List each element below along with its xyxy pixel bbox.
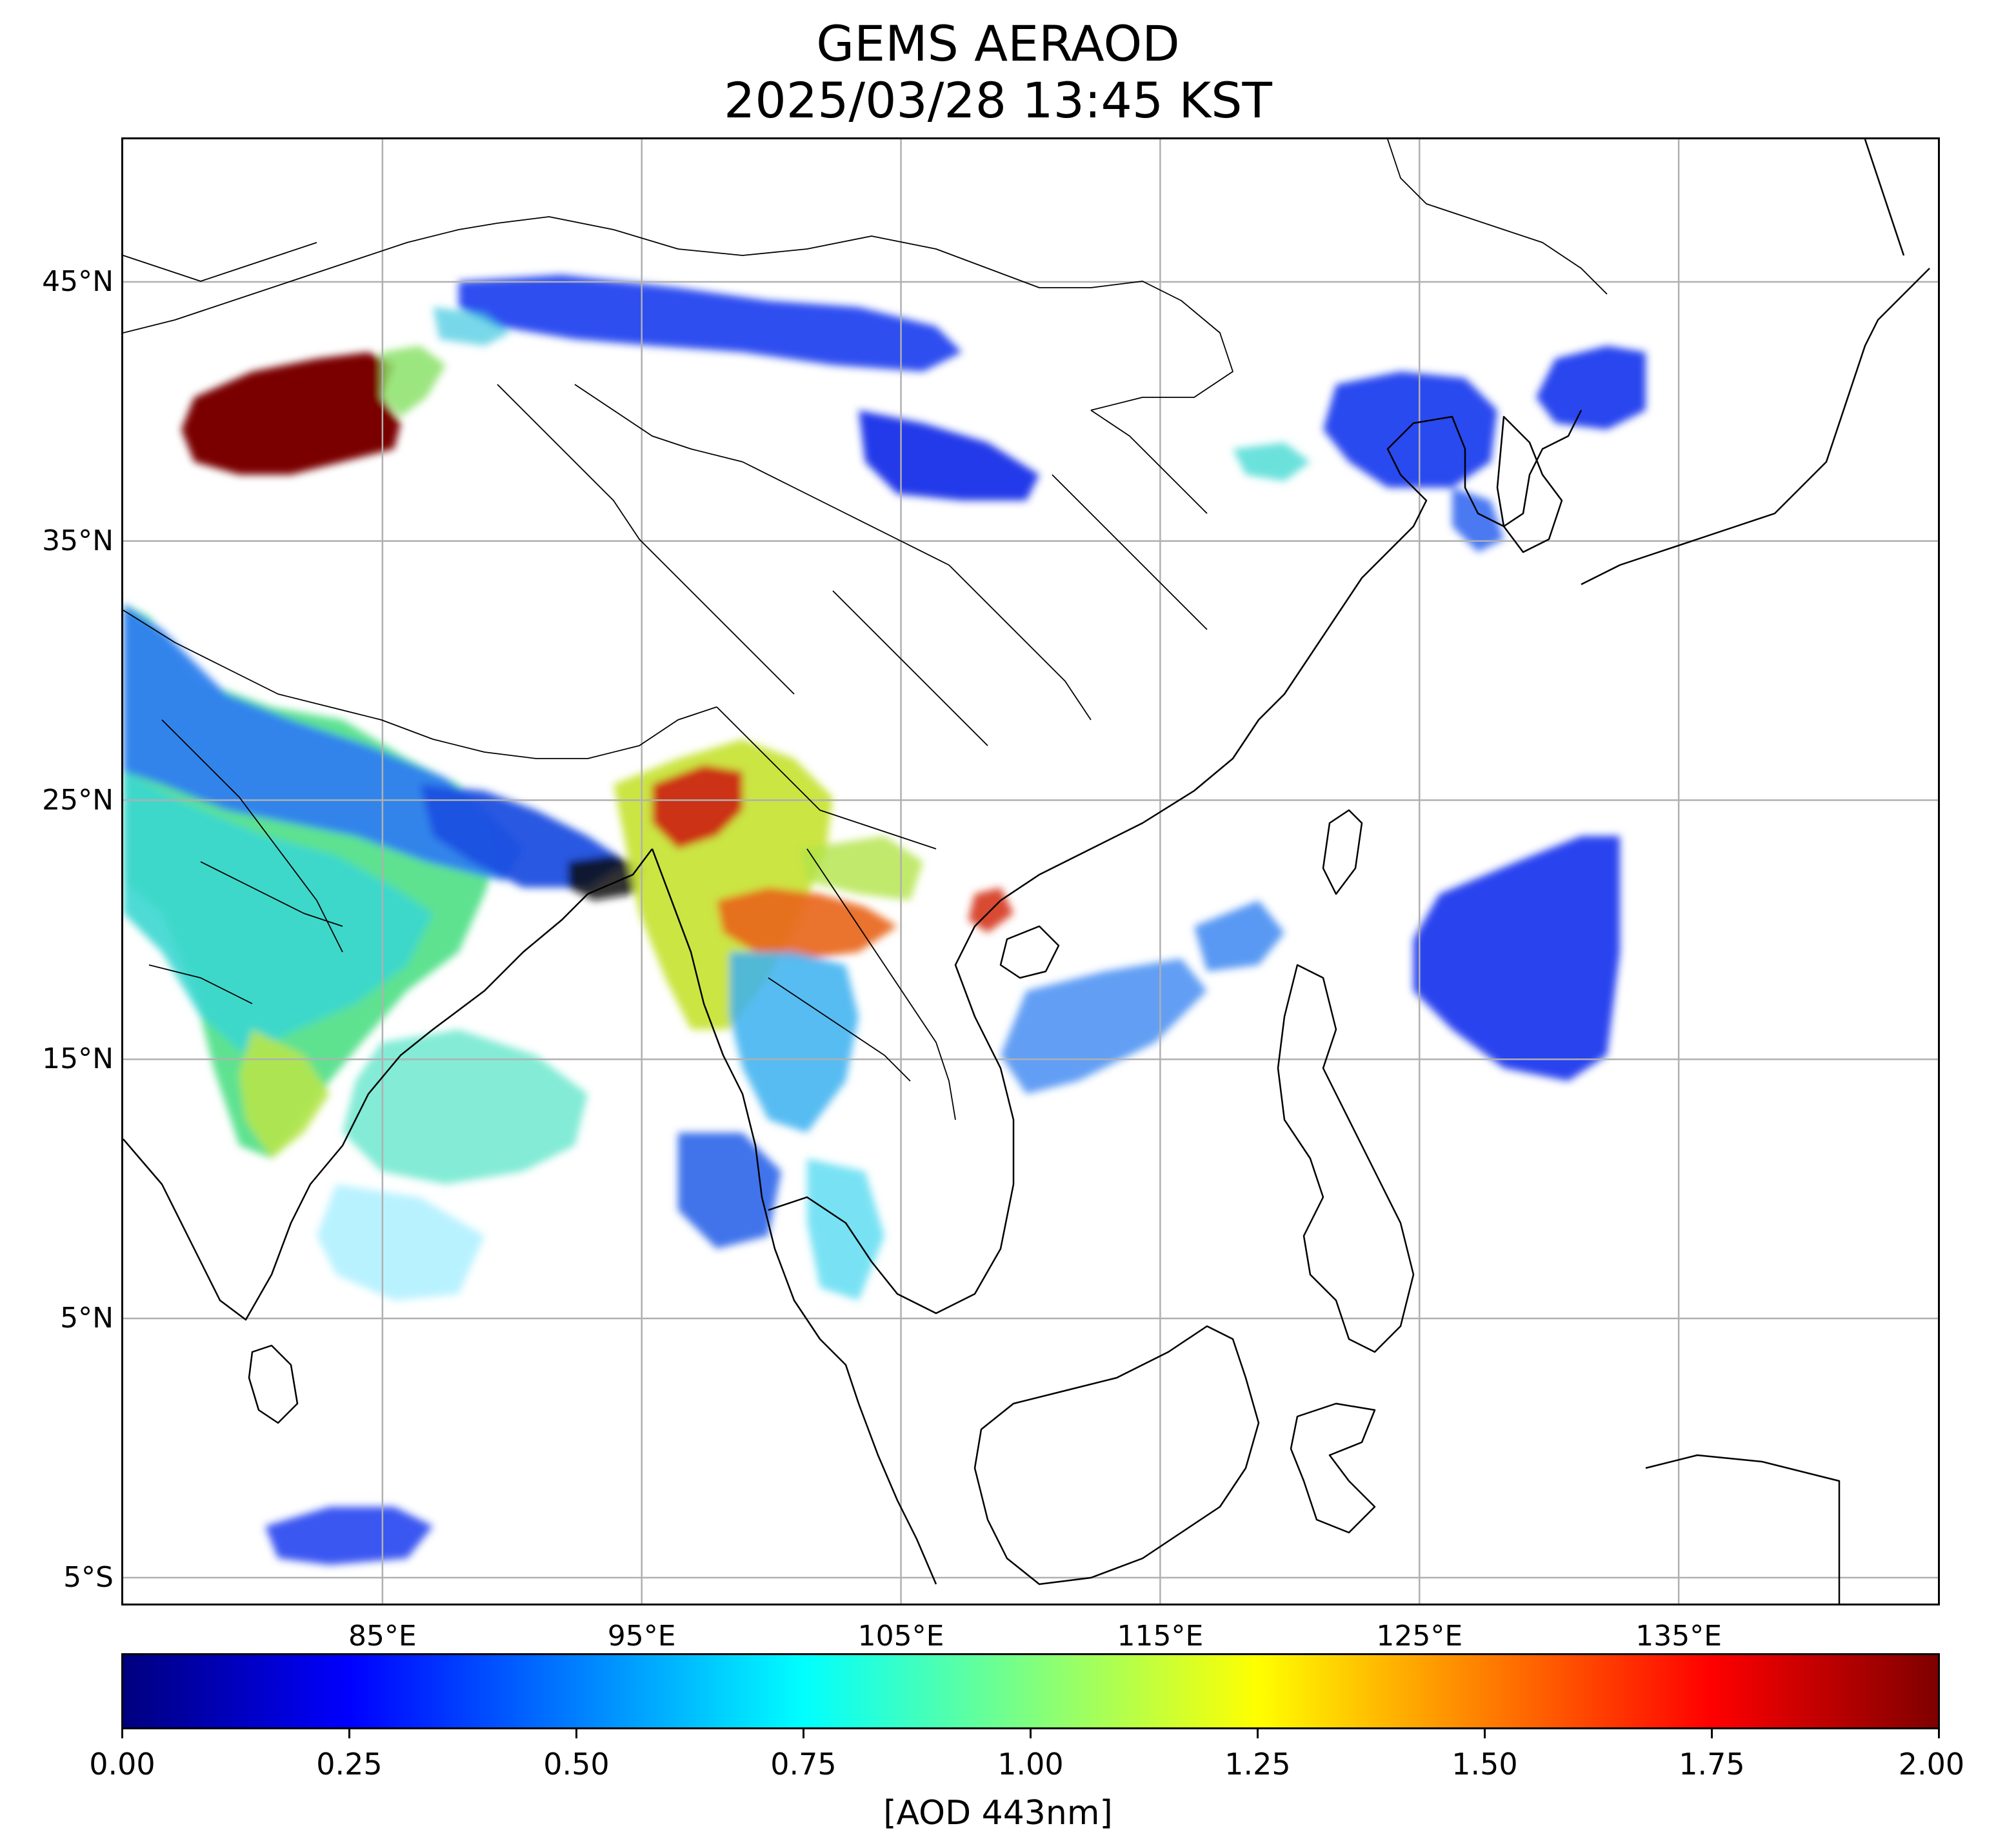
aod-region-mongolia-west — [433, 307, 510, 346]
border-indochina — [716, 706, 937, 849]
aod-region-thailand-south — [678, 1133, 781, 1249]
aod-map — [123, 139, 1938, 1604]
coast-myanmar — [651, 848, 860, 1404]
coast-malay-peninsula — [857, 1403, 937, 1585]
aod-region-south-china-sea — [1001, 959, 1207, 1094]
colorbar-tick-label-5: 1.25 — [1224, 1747, 1291, 1782]
lat-tick-label-4: 5°N — [60, 1302, 114, 1335]
aod-region-west-pacific — [1413, 836, 1620, 1081]
aod-field — [123, 275, 1646, 1565]
colorbar-tick-label-2: 0.50 — [543, 1747, 610, 1782]
colorbar-tick-7 — [1711, 1729, 1713, 1738]
colorbar-tick-label-4: 1.00 — [997, 1747, 1064, 1782]
aod-region-korea-sea — [1536, 346, 1646, 430]
aod-region-bay-south — [317, 1184, 484, 1300]
aod-region-india-south-plume — [239, 1029, 330, 1158]
border-india-internal — [148, 719, 343, 1004]
border-china-provinces — [497, 384, 1208, 746]
colorbar-tick-5 — [1257, 1729, 1259, 1738]
coast-gulf-thailand — [768, 410, 1582, 1315]
aod-region-north-china — [1233, 442, 1310, 481]
colorbar-tick-6 — [1484, 1729, 1486, 1738]
lat-tick-label-5: 5°S — [63, 1560, 114, 1594]
aod-region-tarim-green — [381, 346, 446, 417]
colorbar-tick-2 — [575, 1729, 577, 1738]
coast-japan — [1581, 268, 1930, 586]
coast-india — [123, 848, 653, 1321]
aod-region-bangladesh-dark — [568, 855, 646, 900]
coast-sri-lanka — [248, 1344, 299, 1424]
coastlines — [123, 139, 1930, 1604]
colorbar-tick-0 — [121, 1729, 123, 1738]
coast-hainan — [999, 925, 1060, 979]
lon-tick-label-5: 135°E — [1635, 1620, 1722, 1653]
aod-region-taklamakan-dust — [181, 352, 401, 475]
coast-new-guinea — [1645, 1454, 1841, 1604]
border-thai-cambodia — [768, 977, 911, 1082]
aod-region-yellow-sea — [1452, 488, 1504, 552]
aod-region-gulf-thailand — [807, 1158, 884, 1300]
colorbar-tick-label-1: 0.25 — [316, 1747, 383, 1782]
aod-region-northeast-china — [1323, 372, 1497, 488]
border-china-west — [123, 223, 498, 333]
border-russia-east — [1387, 139, 1608, 295]
aod-region-sumatra-south — [265, 1507, 433, 1565]
colorbar-tick-label-8: 2.00 — [1898, 1747, 1965, 1782]
border-tibet — [123, 610, 717, 759]
lat-tick-label-0: 45°N — [42, 264, 114, 298]
colorbar-tick-label-3: 0.75 — [770, 1747, 837, 1782]
lon-tick-label-3: 115°E — [1117, 1620, 1204, 1653]
colorbar — [121, 1653, 1940, 1729]
colorbar-tick-label-7: 1.75 — [1679, 1747, 1745, 1782]
border-kazakh — [123, 242, 317, 282]
aod-region-india-north — [123, 604, 523, 881]
aod-region-mongolia — [459, 275, 962, 372]
aod-region-bay-of-bengal — [343, 1029, 588, 1184]
coast-korea — [1496, 415, 1563, 553]
map-panel — [121, 137, 1940, 1605]
lon-tick-label-2: 105°E — [857, 1620, 944, 1653]
lat-tick-label-3: 15°N — [42, 1042, 114, 1076]
colorbar-tick-label-0: 0.00 — [89, 1747, 155, 1782]
aod-region-thailand — [730, 952, 859, 1133]
aod-region-laos-orange — [717, 888, 897, 959]
coast-sulawesi — [1290, 1402, 1376, 1534]
border-mongolia — [497, 216, 1233, 411]
colorbar-tick-1 — [348, 1729, 350, 1738]
lon-tick-label-1: 95°E — [607, 1620, 676, 1653]
coast-philippines — [1277, 964, 1415, 1353]
colorbar-tick-8 — [1938, 1729, 1940, 1738]
border-laos-vietnam — [806, 848, 956, 1120]
lat-tick-label-2: 25°N — [42, 783, 114, 817]
lon-tick-label-0: 85°E — [348, 1620, 417, 1653]
chart-title-line-1: GEMS AERAOD — [816, 15, 1180, 72]
aod-region-philippines — [1194, 900, 1284, 971]
aod-region-india-central — [123, 771, 433, 1055]
coast-sakhalin — [1864, 139, 1905, 256]
chart-title-line-2: 2025/03/28 13:45 KST — [724, 72, 1272, 129]
colorbar-tick-3 — [803, 1729, 804, 1738]
country-borders — [123, 139, 1608, 1120]
colorbar-label: [AOD 443nm] — [883, 1794, 1113, 1833]
colorbar-tick-4 — [1030, 1729, 1032, 1738]
colorbar-tick-label-6: 1.50 — [1452, 1747, 1518, 1782]
coast-taiwan — [1322, 809, 1363, 895]
aod-region-inner-mongolia — [859, 410, 1039, 501]
aod-region-yunnan-red — [652, 765, 743, 849]
lat-tick-label-1: 35°N — [42, 524, 114, 557]
coast-borneo — [973, 1325, 1260, 1585]
lon-tick-label-4: 125°E — [1376, 1620, 1463, 1653]
